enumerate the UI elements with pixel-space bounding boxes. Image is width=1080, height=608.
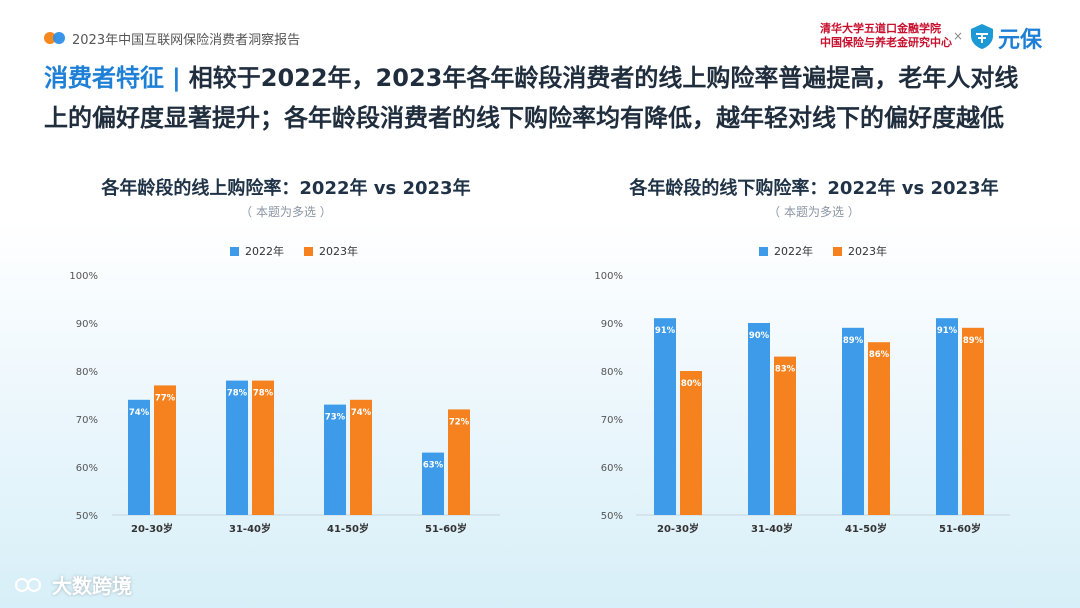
chart-title-offline: 各年龄段的线下购险率：2022年 vs 2023年 — [629, 178, 999, 199]
y-tick-label: 50% — [76, 511, 98, 522]
y-tick-label: 70% — [601, 415, 623, 426]
bar-2022年 — [842, 327, 864, 515]
bar-value-label: 73% — [325, 413, 346, 423]
headline-tag: 消费者特征 — [44, 64, 164, 92]
bar-value-label: 63% — [423, 461, 444, 471]
bar-value-label: 90% — [749, 331, 770, 341]
bar-value-label: 74% — [351, 408, 372, 418]
legend-swatch-2022 — [759, 246, 768, 256]
org-line-2: 中国保险与养老金研究中心 — [820, 36, 952, 49]
chart-subtitle-online: （ 本题为多选 ） — [240, 205, 332, 219]
y-tick-label: 80% — [76, 367, 98, 378]
bar-value-label: 83% — [775, 365, 796, 375]
bar-2022年 — [422, 452, 444, 515]
bar-2022年 — [654, 318, 676, 515]
bar-2023年 — [680, 371, 702, 515]
y-tick-label: 80% — [601, 367, 623, 378]
headline-text-2: 上的偏好度显著提升；各年龄段消费者的线下购险率均有降低，越年轻对线下的偏好度越低 — [44, 104, 1004, 132]
y-tick-label: 60% — [601, 463, 623, 474]
headline-text-1: 相较于2022年，2023年各年龄段消费者的线上购险率普遍提高，老年人对线 — [188, 64, 1019, 92]
headline-line-1: 消费者特征 | 相较于2022年，2023年各年龄段消费者的线上购险率普遍提高，老年… — [44, 58, 1044, 98]
header-dots-icon — [44, 32, 66, 44]
legend-online: 2022年 2023年 — [230, 243, 358, 259]
bar-2023年 — [774, 356, 796, 515]
y-tick-label: 100% — [594, 271, 623, 282]
bar-value-label: 86% — [869, 350, 890, 360]
bar-value-label: 78% — [227, 389, 248, 399]
bar-2023年 — [252, 380, 274, 515]
y-tick-label: 50% — [601, 511, 623, 522]
bar-value-label: 91% — [937, 326, 958, 336]
bar-2022年 — [226, 380, 248, 515]
legend-swatch-2023 — [833, 246, 842, 256]
bar-2023年 — [868, 342, 890, 515]
bar-2022年 — [936, 318, 958, 515]
watermark-text: 大数跨境 — [52, 574, 132, 598]
bar-2022年 — [128, 399, 150, 515]
y-tick-label: 70% — [76, 415, 98, 426]
bar-value-label: 89% — [843, 336, 864, 346]
x-tick-label: 20-30岁 — [131, 522, 173, 535]
legend-offline: 2022年 2023年 — [759, 243, 887, 259]
x-tick-label: 31-40岁 — [751, 522, 793, 535]
x-tick-label: 41-50岁 — [845, 522, 887, 535]
legend-label-2023: 2023年 — [848, 245, 887, 258]
chart-subtitle-offline: （ 本题为多选 ） — [768, 205, 860, 219]
x-tick-label: 51-60岁 — [425, 522, 467, 535]
y-tick-label: 60% — [76, 463, 98, 474]
bar-value-label: 80% — [681, 379, 702, 389]
bar-value-label: 89% — [963, 336, 984, 346]
logo-icon — [15, 577, 41, 592]
bar-2022年 — [748, 323, 770, 515]
headline-separator: | — [172, 64, 181, 92]
x-tick-label: 51-60岁 — [939, 522, 981, 535]
y-tick-label: 100% — [69, 271, 98, 282]
headline: 消费者特征 | 相较于2022年，2023年各年龄段消费者的线上购险率普遍提高，老年… — [44, 58, 1044, 138]
legend-swatch-2022 — [230, 246, 239, 256]
brand-logo-icon — [971, 24, 993, 49]
bar-2023年 — [962, 327, 984, 515]
cross-sign: × — [953, 29, 964, 43]
bar-2022年 — [324, 404, 346, 515]
org-name: 清华大学五道口金融学院 中国保险与养老金研究中心 — [820, 22, 952, 50]
bar-value-label: 77% — [155, 393, 176, 403]
legend-label-2023: 2023年 — [319, 245, 358, 258]
x-tick-label: 20-30岁 — [657, 522, 699, 535]
bar-2023年 — [350, 399, 372, 515]
watermark: 大数跨境 — [14, 570, 132, 599]
bar-value-label: 72% — [449, 417, 470, 427]
y-tick-label: 90% — [601, 319, 623, 330]
x-tick-label: 31-40岁 — [229, 522, 271, 535]
legend-label-2022: 2022年 — [245, 245, 284, 258]
report-title: 2023年中国互联网保险消费者洞察报告 — [72, 33, 301, 48]
bar-value-label: 78% — [253, 389, 274, 399]
bar-value-label: 74% — [129, 408, 150, 418]
bar-2023年 — [448, 409, 470, 515]
y-tick-label: 90% — [76, 319, 98, 330]
brand-name: 元保 — [998, 28, 1043, 53]
org-line-1: 清华大学五道口金融学院 — [820, 22, 941, 35]
legend-label-2022: 2022年 — [774, 245, 813, 258]
legend-swatch-2023 — [304, 246, 313, 256]
chart-title-online: 各年龄段的线上购险率：2022年 vs 2023年 — [101, 178, 471, 199]
x-tick-label: 41-50岁 — [327, 522, 369, 535]
bar-value-label: 91% — [655, 326, 676, 336]
bar-2023年 — [154, 385, 176, 515]
